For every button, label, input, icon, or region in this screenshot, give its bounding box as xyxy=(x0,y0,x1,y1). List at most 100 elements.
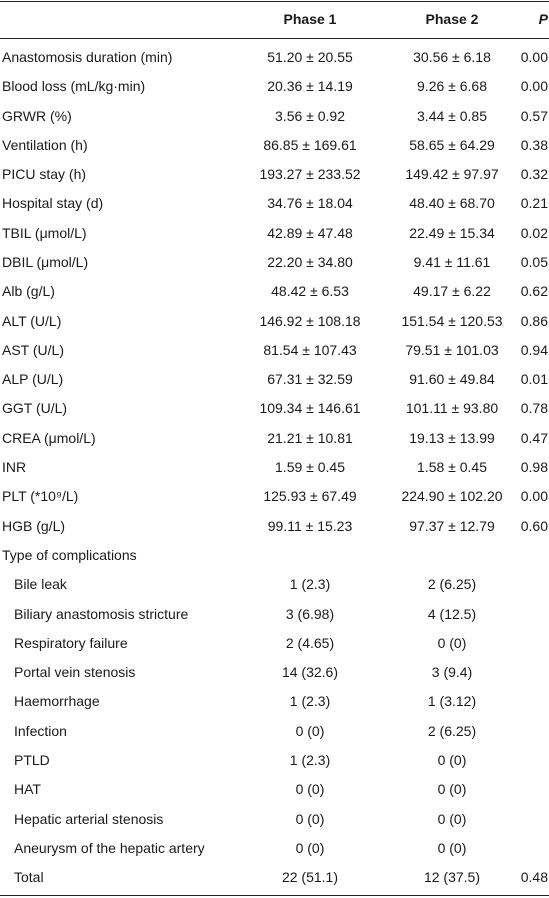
row-label: Bile leak xyxy=(14,576,67,593)
cell-value: 0 (0) xyxy=(295,810,325,827)
cell-value: 1 (3.12) xyxy=(427,693,477,710)
row-label: Alb (g/L) xyxy=(2,283,55,300)
cell-value: 101.11 ± 93.80 xyxy=(405,400,499,417)
p-value: 0.38 xyxy=(520,136,548,153)
p-value: 0.48 xyxy=(520,869,548,886)
row-label: TBIL (μmol/L) xyxy=(2,224,87,241)
cell-value: 0 (0) xyxy=(437,751,467,768)
cell-value: 2 (6.25) xyxy=(427,722,477,739)
cell-value: 14 (32.6) xyxy=(281,664,339,681)
cell-value: 58.65 ± 64.29 xyxy=(409,136,495,153)
column-header: P xyxy=(538,11,548,27)
row-label: PLT (*10⁹/L) xyxy=(2,488,79,505)
cell-value: 99.11 ± 15.23 xyxy=(267,517,353,534)
cell-value: 4 (12.5) xyxy=(427,605,477,622)
cell-value: 49.17 ± 6.22 xyxy=(413,283,491,300)
p-value: 0.57 xyxy=(520,107,548,124)
row-label: PICU stay (h) xyxy=(2,166,87,183)
row-label: Hospital stay (d) xyxy=(2,195,104,212)
row-label: Blood loss (mL/kg·min) xyxy=(2,78,146,95)
cell-value: 1.58 ± 0.45 xyxy=(417,459,487,476)
cell-value: 97.37 ± 12.79 xyxy=(409,517,495,534)
p-value: 0.00 xyxy=(520,488,548,505)
cell-value: 1 (2.3) xyxy=(289,576,331,593)
cell-value: 9.41 ± 11.61 xyxy=(413,254,491,271)
cell-value: 151.54 ± 120.53 xyxy=(401,312,503,329)
cell-value: 20.36 ± 14.19 xyxy=(267,78,353,95)
bottom-rule xyxy=(0,895,549,896)
cell-value: 22.49 ± 15.34 xyxy=(409,224,495,241)
cell-value: 0 (0) xyxy=(295,722,325,739)
cell-value: 0 (0) xyxy=(437,810,467,827)
cell-value: 3.56 ± 0.92 xyxy=(275,107,345,124)
p-value: 0.60 xyxy=(520,517,548,534)
row-label: Total xyxy=(14,869,44,886)
cell-value: 81.54 ± 107.43 xyxy=(263,341,357,358)
p-value: 0.21 xyxy=(520,195,548,212)
cell-value: 86.85 ± 169.61 xyxy=(263,136,357,153)
row-label: HGB (g/L) xyxy=(2,517,66,534)
cell-value: 0 (0) xyxy=(437,781,467,798)
row-label: GRWR (%) xyxy=(2,107,72,124)
header-rule xyxy=(0,38,549,39)
cell-value: 149.42 ± 97.97 xyxy=(405,166,499,183)
row-label: Hepatic arterial stenosis xyxy=(14,810,164,827)
row-label: Respiratory failure xyxy=(14,634,128,651)
row-label: Haemorrhage xyxy=(14,693,100,710)
row-label: Ventilation (h) xyxy=(2,136,88,153)
row-label: Biliary anastomosis stricture xyxy=(14,605,189,622)
row-label: DBIL (μmol/L) xyxy=(2,254,89,271)
cell-value: 2 (4.65) xyxy=(285,634,335,651)
column-header: Phase 1 xyxy=(283,11,337,27)
p-value: 0.05 xyxy=(520,254,548,271)
p-value: 0.94 xyxy=(520,341,548,358)
cell-value: 193.27 ± 233.52 xyxy=(259,166,361,183)
cell-value: 109.34 ± 146.61 xyxy=(259,400,361,417)
cell-value: 34.76 ± 18.04 xyxy=(267,195,353,212)
row-label: ALT (U/L) xyxy=(2,312,62,329)
cell-value: 0 (0) xyxy=(437,634,467,651)
cell-value: 67.31 ± 32.59 xyxy=(267,371,353,388)
cell-value: 9.26 ± 6.68 xyxy=(417,78,487,95)
cell-value: 30.56 ± 6.18 xyxy=(413,49,491,65)
column-header: Phase 2 xyxy=(425,11,479,27)
p-value: 0.00 xyxy=(520,78,548,95)
cell-value: 0 (0) xyxy=(295,839,325,856)
cell-value: 79.51 ± 101.03 xyxy=(405,341,499,358)
p-value: 0.98 xyxy=(520,459,548,476)
p-value: 0.01 xyxy=(520,371,548,388)
row-label: Anastomosis duration (min) xyxy=(2,49,173,65)
cell-value: 224.90 ± 102.20 xyxy=(401,488,503,505)
p-value: 0.02 xyxy=(520,224,548,241)
cell-value: 2 (6.25) xyxy=(427,576,477,593)
row-label: AST (U/L) xyxy=(2,341,64,358)
cell-value: 22 (51.1) xyxy=(281,869,339,886)
cell-value: 3.44 ± 0.85 xyxy=(417,107,487,124)
p-value: 0.86 xyxy=(520,312,548,329)
row-label: INR xyxy=(2,459,27,476)
cell-value: 22.20 ± 34.80 xyxy=(267,254,353,271)
row-label: Infection xyxy=(14,722,67,739)
cell-value: 12 (37.5) xyxy=(423,869,481,886)
cell-value: 146.92 ± 108.18 xyxy=(259,312,361,329)
row-label: Portal vein stenosis xyxy=(14,664,136,681)
row-label: PTLD xyxy=(14,751,50,768)
p-value: 0.32 xyxy=(520,166,548,183)
cell-value: 1 (2.3) xyxy=(289,693,331,710)
cell-value: 51.20 ± 20.55 xyxy=(267,49,353,65)
cell-value: 3 (6.98) xyxy=(285,605,335,622)
cell-value: 1 (2.3) xyxy=(289,751,331,768)
section-title: Type of complications xyxy=(2,546,137,563)
cell-value: 3 (9.4) xyxy=(431,664,473,681)
cell-value: 1.59 ± 0.45 xyxy=(275,459,345,476)
cell-value: 48.42 ± 6.53 xyxy=(271,283,349,300)
row-label: CREA (μmol/L) xyxy=(2,429,96,446)
cell-value: 125.93 ± 67.49 xyxy=(263,488,357,505)
row-label: GGT (U/L) xyxy=(2,400,68,417)
cell-value: 0 (0) xyxy=(295,781,325,798)
p-value: 0.00 xyxy=(520,49,548,65)
cell-value: 42.89 ± 47.48 xyxy=(267,224,353,241)
cell-value: 91.60 ± 49.84 xyxy=(409,371,495,388)
cell-value: 48.40 ± 68.70 xyxy=(409,195,495,212)
